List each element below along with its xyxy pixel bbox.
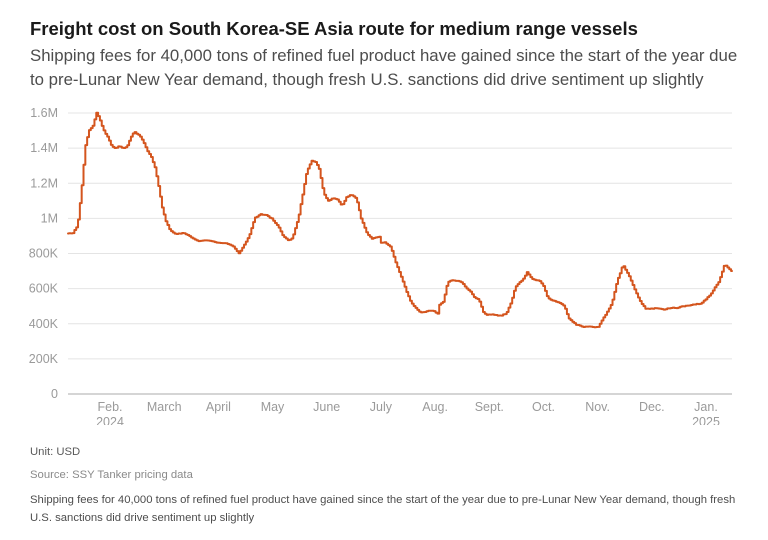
svg-text:Jan.: Jan. bbox=[694, 400, 718, 414]
svg-text:800K: 800K bbox=[29, 247, 59, 261]
svg-text:July: July bbox=[370, 400, 393, 414]
svg-text:Oct.: Oct. bbox=[532, 400, 555, 414]
svg-text:1.2M: 1.2M bbox=[30, 176, 58, 190]
svg-text:600K: 600K bbox=[29, 282, 59, 296]
svg-text:Dec.: Dec. bbox=[639, 400, 665, 414]
svg-text:2024: 2024 bbox=[96, 415, 124, 425]
svg-text:Nov.: Nov. bbox=[585, 400, 610, 414]
svg-text:June: June bbox=[313, 400, 340, 414]
svg-text:1.4M: 1.4M bbox=[30, 141, 58, 155]
svg-text:March: March bbox=[147, 400, 182, 414]
svg-text:200K: 200K bbox=[29, 352, 59, 366]
svg-text:2025: 2025 bbox=[692, 415, 720, 425]
svg-text:1.6M: 1.6M bbox=[30, 106, 58, 120]
svg-text:Sept.: Sept. bbox=[475, 400, 504, 414]
svg-text:1M: 1M bbox=[41, 211, 58, 225]
svg-text:Aug.: Aug. bbox=[422, 400, 448, 414]
svg-text:May: May bbox=[261, 400, 285, 414]
svg-text:Feb.: Feb. bbox=[97, 400, 122, 414]
svg-text:April: April bbox=[206, 400, 231, 414]
svg-text:0: 0 bbox=[51, 387, 58, 401]
svg-text:400K: 400K bbox=[29, 317, 59, 331]
